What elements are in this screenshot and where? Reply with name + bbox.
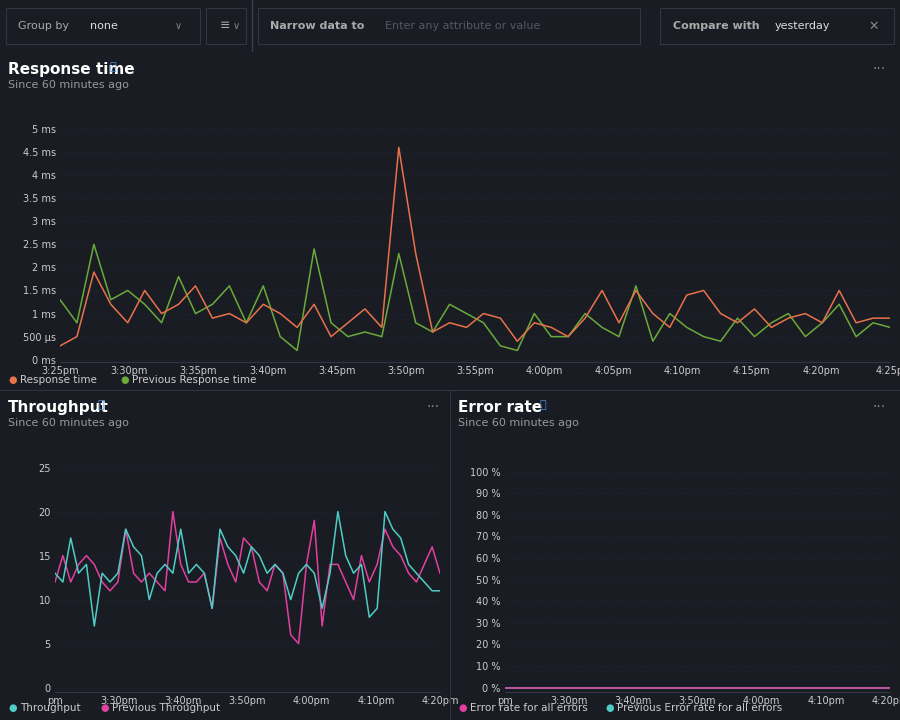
Text: yesterday: yesterday [775,21,831,31]
Text: Since 60 minutes ago: Since 60 minutes ago [8,418,129,428]
Text: Previous Error rate for all errors: Previous Error rate for all errors [617,703,782,713]
Text: Response time: Response time [8,62,135,77]
Text: Throughput: Throughput [20,703,81,713]
Text: ∨: ∨ [233,21,240,31]
Text: ●: ● [605,703,614,713]
Text: ●: ● [8,375,16,385]
Bar [6,8,200,44]
Text: ●: ● [120,375,129,385]
Text: Group by: Group by [18,21,69,31]
Text: Compare with: Compare with [673,21,760,31]
Bar [206,8,246,44]
Text: Since 60 minutes ago: Since 60 minutes ago [8,80,129,90]
Text: ∨: ∨ [175,21,182,31]
Text: ●: ● [8,703,16,713]
Text: Throughput: Throughput [8,400,109,415]
Bar [660,8,894,44]
Text: ●: ● [100,703,109,713]
Text: Narrow data to: Narrow data to [270,21,364,31]
Text: ···: ··· [427,400,440,414]
Text: ✕: ✕ [868,19,878,32]
Text: Response time: Response time [20,375,97,385]
Text: ≡: ≡ [220,19,230,32]
Text: Previous Throughput: Previous Throughput [112,703,220,713]
Text: Enter any attribute or value: Enter any attribute or value [385,21,540,31]
Text: ⓘ: ⓘ [110,62,117,72]
Text: ···: ··· [873,62,886,76]
Text: ···: ··· [873,400,886,414]
Text: Since 60 minutes ago: Since 60 minutes ago [458,418,579,428]
Text: ●: ● [458,703,466,713]
Text: ⓘ: ⓘ [98,400,104,410]
Text: ⓘ: ⓘ [540,400,546,410]
Text: Error rate: Error rate [458,400,542,415]
Text: none: none [90,21,118,31]
Bar [258,8,640,44]
Text: Error rate for all errors: Error rate for all errors [470,703,588,713]
Text: Previous Response time: Previous Response time [132,375,256,385]
